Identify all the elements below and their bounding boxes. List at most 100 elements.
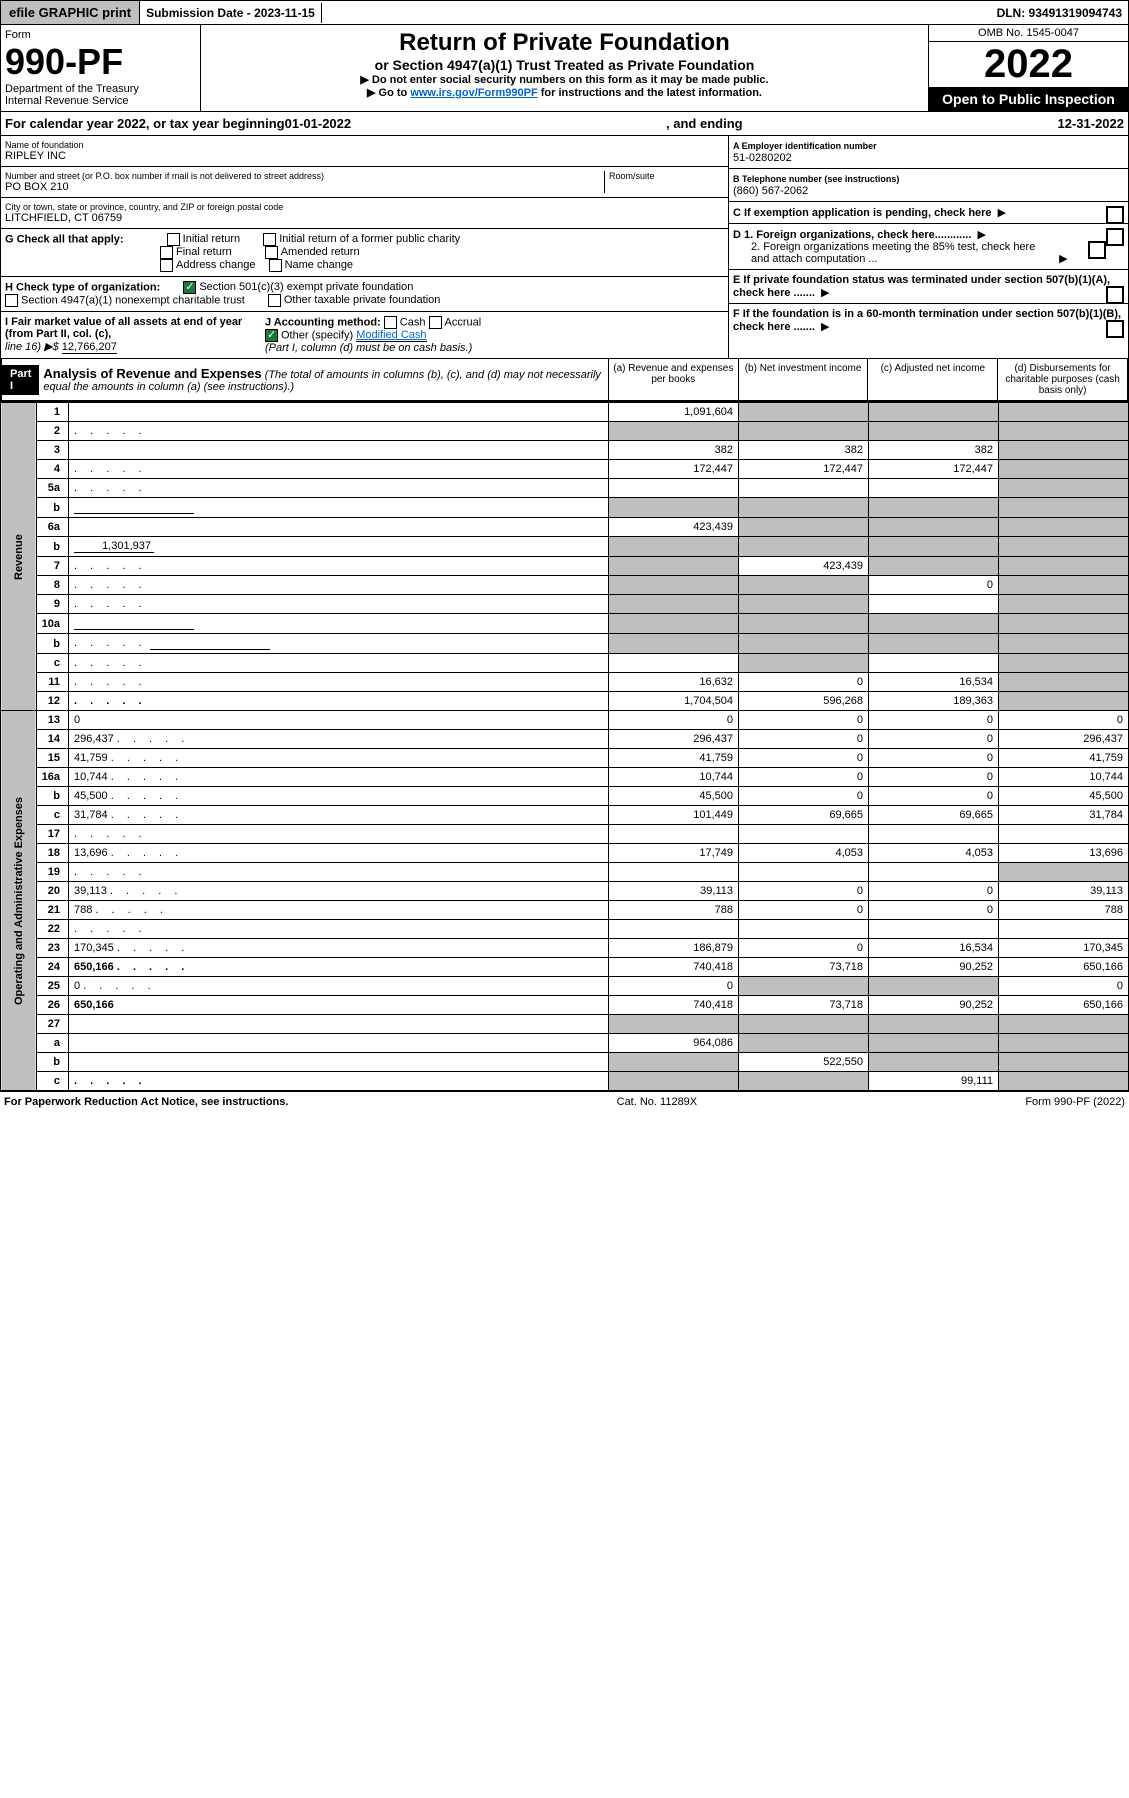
page-footer: For Paperwork Reduction Act Notice, see …	[0, 1091, 1129, 1112]
amount-cell: 423,439	[609, 518, 739, 537]
amended-return-checkbox[interactable]	[265, 246, 278, 259]
line-number: b	[36, 787, 68, 806]
line-description	[69, 441, 609, 460]
amount-cell: 650,166	[999, 996, 1129, 1015]
f-label: F If the foundation is in a 60-month ter…	[733, 308, 1121, 333]
60month-checkbox[interactable]	[1106, 320, 1124, 338]
table-row: c31,784 . . . . .101,44969,66569,66531,7…	[1, 806, 1129, 825]
amount-cell	[869, 1053, 999, 1072]
4947-checkbox[interactable]	[5, 294, 18, 307]
amount-cell: 740,418	[609, 958, 739, 977]
amount-cell: 16,534	[869, 939, 999, 958]
goto-post: for instructions and the latest informat…	[538, 87, 762, 99]
arrow-icon: ▶	[998, 206, 1006, 219]
line-number: 1	[36, 403, 68, 422]
amount-cell	[869, 1015, 999, 1034]
foreign-org-checkbox[interactable]	[1106, 228, 1124, 246]
amount-cell: 382	[869, 441, 999, 460]
arrow-icon: ▶	[821, 286, 829, 299]
name-change-checkbox[interactable]	[269, 259, 282, 272]
amount-cell	[609, 1072, 739, 1091]
phone-value: (860) 567-2062	[733, 185, 808, 197]
line-description	[69, 1015, 609, 1034]
table-row: 12 . . . . .1,704,504596,268189,363	[1, 692, 1129, 711]
col-d-header: (d) Disbursements for charitable purpose…	[997, 359, 1127, 400]
other-method-checkbox[interactable]	[265, 329, 278, 342]
501c3-checkbox[interactable]	[183, 281, 196, 294]
foreign-85-checkbox[interactable]	[1088, 241, 1106, 259]
amount-cell	[869, 422, 999, 441]
amount-cell: 31,784	[999, 806, 1129, 825]
line-number: 18	[36, 844, 68, 863]
address-change-checkbox[interactable]	[160, 259, 173, 272]
e-label: E If private foundation status was termi…	[733, 274, 1110, 299]
initial-former-checkbox[interactable]	[263, 233, 276, 246]
amount-cell	[999, 1053, 1129, 1072]
final-return-checkbox[interactable]	[160, 246, 173, 259]
line-number: 14	[36, 730, 68, 749]
amount-cell	[999, 498, 1129, 518]
other-taxable-checkbox[interactable]	[268, 294, 281, 307]
amount-cell	[999, 654, 1129, 673]
line-description: 650,166	[69, 996, 609, 1015]
paperwork-notice: For Paperwork Reduction Act Notice, see …	[4, 1096, 288, 1108]
amount-cell: 0	[739, 768, 869, 787]
amount-cell	[999, 537, 1129, 557]
goto-pre: ▶ Go to	[367, 87, 410, 99]
amount-cell: 0	[739, 730, 869, 749]
table-row: 3382382382	[1, 441, 1129, 460]
amount-cell: 172,447	[609, 460, 739, 479]
cash-checkbox[interactable]	[384, 316, 397, 329]
table-row: Operating and Administrative Expenses130…	[1, 711, 1129, 730]
line-description: 31,784 . . . . .	[69, 806, 609, 825]
calendar-year-row: For calendar year 2022, or tax year begi…	[0, 112, 1129, 136]
exemption-pending-checkbox[interactable]	[1106, 206, 1124, 224]
line-number: 6a	[36, 518, 68, 537]
line-description: 41,759 . . . . .	[69, 749, 609, 768]
j-cash: Cash	[400, 316, 426, 328]
modified-cash-link[interactable]: Modified Cash	[356, 329, 426, 342]
accrual-checkbox[interactable]	[429, 316, 442, 329]
amount-cell: 0	[869, 768, 999, 787]
line-number: 10a	[36, 614, 68, 634]
line-number: 22	[36, 920, 68, 939]
line-number: 25	[36, 977, 68, 996]
i-line: line 16) ▶$	[5, 341, 62, 353]
amount-cell: 10,744	[609, 768, 739, 787]
amount-cell	[869, 498, 999, 518]
line-number: 4	[36, 460, 68, 479]
amount-cell: 189,363	[869, 692, 999, 711]
foundation-name: RIPLEY INC	[5, 150, 724, 162]
amount-cell	[609, 595, 739, 614]
table-row: 14296,437 . . . . .296,43700296,437	[1, 730, 1129, 749]
amount-cell: 964,086	[609, 1034, 739, 1053]
line-number: 20	[36, 882, 68, 901]
revenue-expense-table: Revenue11,091,6042 . . . . .33823823824 …	[0, 402, 1129, 1091]
amount-cell	[739, 1034, 869, 1053]
ssn-warning: ▶ Do not enter social security numbers o…	[205, 73, 924, 86]
line-number: 16a	[36, 768, 68, 787]
table-row: 9 . . . . .	[1, 595, 1129, 614]
amount-cell	[869, 654, 999, 673]
amount-cell	[609, 557, 739, 576]
amount-cell	[999, 825, 1129, 844]
form990pf-link[interactable]: www.irs.gov/Form990PF	[410, 87, 537, 99]
section-label: Revenue	[1, 403, 37, 711]
initial-return-checkbox[interactable]	[167, 233, 180, 246]
line-description: . . . . .	[69, 634, 609, 654]
entity-info: Name of foundation RIPLEY INC Number and…	[0, 136, 1129, 359]
foundation-address: PO BOX 210	[5, 181, 604, 193]
amount-cell: 186,879	[609, 939, 739, 958]
table-row: 8 . . . . .0	[1, 576, 1129, 595]
j-label: J Accounting method:	[265, 316, 381, 328]
table-row: Revenue11,091,604	[1, 403, 1129, 422]
amount-cell: 0	[869, 787, 999, 806]
amount-cell	[739, 614, 869, 634]
table-row: a964,086	[1, 1034, 1129, 1053]
d2-label: 2. Foreign organizations meeting the 85%…	[733, 241, 1053, 265]
efile-print-button[interactable]: efile GRAPHIC print	[1, 1, 140, 24]
amount-cell	[869, 614, 999, 634]
line-number: c	[36, 654, 68, 673]
part1-label: Part I	[2, 365, 39, 395]
status-terminated-checkbox[interactable]	[1106, 286, 1124, 304]
